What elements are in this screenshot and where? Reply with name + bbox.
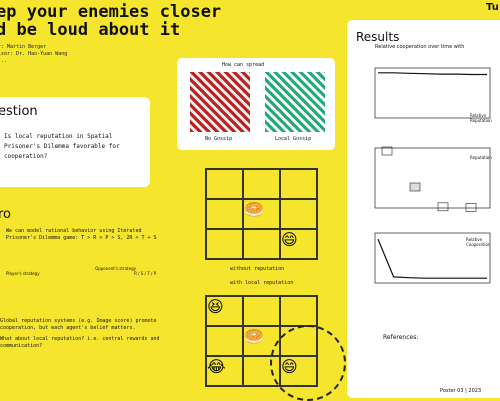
series-line bbox=[378, 72, 487, 76]
grid-without-label: without reputation bbox=[230, 266, 285, 272]
poster-title: ep your enemies closer d be loud about i… bbox=[0, 3, 221, 39]
payoff-row-label: Player's strategy bbox=[6, 271, 40, 276]
intro-body: We can model rational behavior using Ite… bbox=[6, 228, 157, 241]
smiley-icon: 😄 bbox=[280, 229, 317, 259]
series-line bbox=[377, 238, 487, 279]
intro-heading: ro bbox=[0, 207, 12, 222]
results-subtitle: Relative cooperation over time with bbox=[375, 44, 465, 50]
results-charts bbox=[374, 67, 491, 284]
bullet-list: Global reputation systems (e.g. Image sc… bbox=[0, 318, 165, 350]
network-title: How can spread bbox=[222, 62, 265, 68]
payoff-header: Opponent's strategy bbox=[95, 266, 136, 271]
box-mark bbox=[381, 146, 393, 156]
grid-without-reputation: 🥯 😄 bbox=[205, 168, 318, 260]
grid-with-label: with local reputation bbox=[230, 280, 294, 286]
payoff-cell: T bbox=[147, 271, 150, 276]
author-line: ... bbox=[0, 58, 8, 64]
results-heading: Results bbox=[356, 30, 400, 44]
authors: r: Martin Berger isor: Dr. Hao-Yuan Wang… bbox=[0, 44, 67, 65]
chart2-note: Reputation bbox=[470, 155, 492, 160]
smiley-icon: 😆 bbox=[206, 296, 243, 326]
references-heading: References: bbox=[383, 334, 419, 341]
highlight-circle bbox=[270, 325, 346, 401]
network-left-label: No Gossip bbox=[205, 136, 233, 142]
question-body: Is local reputation in Spatial Prisoner'… bbox=[4, 133, 120, 160]
footer-text: Poster 03 | 2023 bbox=[440, 388, 482, 394]
network-image-left bbox=[190, 72, 250, 132]
question-card bbox=[0, 97, 150, 187]
question-heading: estion bbox=[0, 104, 38, 119]
author-line: r: Martin Berger bbox=[0, 44, 47, 50]
box-mark bbox=[409, 182, 421, 192]
bullet-item: Global reputation systems (e.g. Image sc… bbox=[0, 318, 157, 331]
results-card bbox=[347, 20, 500, 398]
bullet-item: What about local reputation? i.e. centra… bbox=[0, 336, 160, 349]
chart1-note: Relative Reputation bbox=[470, 113, 492, 123]
payoff-cell: R bbox=[134, 271, 137, 276]
network-right-label: Local Gossip bbox=[275, 136, 312, 142]
title-line-1: ep your enemies closer bbox=[0, 2, 222, 22]
laugh-icon: 😂 bbox=[206, 356, 243, 386]
payoff-cell: P bbox=[153, 271, 156, 276]
payoff-table: Opponent's strategy Player's strategy R … bbox=[6, 266, 156, 276]
chart3-note: Relative Cooperation bbox=[466, 237, 491, 247]
author-line: isor: Dr. Hao-Yuan Wang bbox=[0, 51, 68, 57]
network-image-right bbox=[265, 72, 325, 132]
logo: Tu bbox=[486, 2, 499, 13]
title-line-2: d be loud about it bbox=[0, 20, 181, 40]
payoff-cell: S bbox=[140, 271, 144, 276]
face-icon: 🥯 bbox=[243, 199, 280, 229]
box-mark bbox=[465, 203, 477, 212]
box-mark bbox=[437, 202, 449, 212]
